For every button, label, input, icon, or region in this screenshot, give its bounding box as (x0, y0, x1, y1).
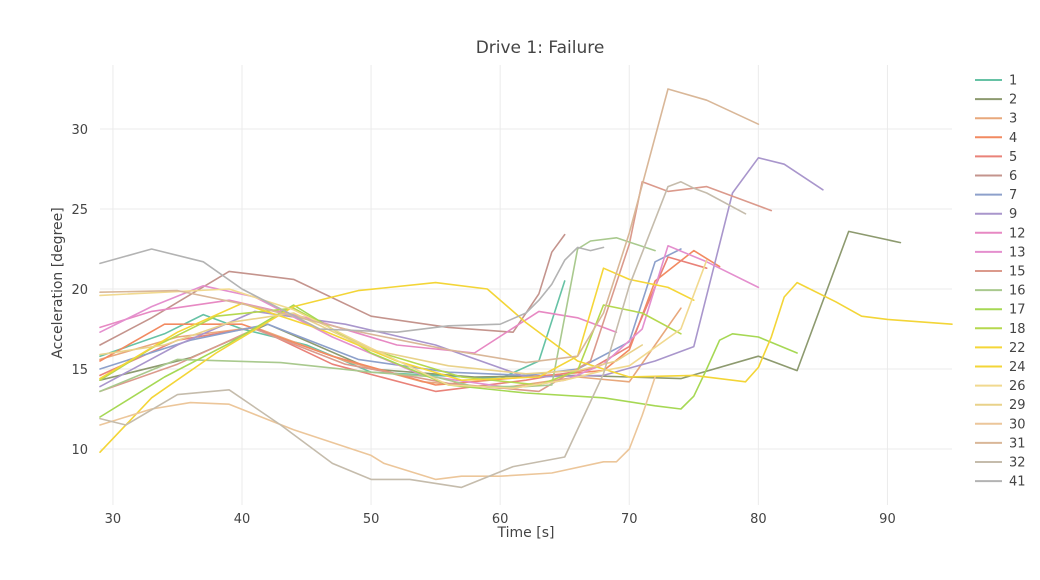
x-tick-label: 30 (105, 512, 122, 527)
legend-label-22: 22 (1009, 341, 1026, 356)
legend-label-9: 9 (1009, 207, 1017, 222)
x-tick-label: 60 (492, 512, 509, 527)
legend-label-4: 4 (1009, 131, 1017, 146)
series-line-6 (99, 233, 566, 346)
legend-label-29: 29 (1009, 398, 1026, 413)
legend-label-32: 32 (1009, 456, 1026, 471)
x-tick-label: 50 (363, 512, 380, 527)
y-tick-label: 30 (71, 123, 88, 138)
series-lines (99, 88, 953, 489)
series-line-41 (99, 246, 605, 334)
series-line-32 (99, 181, 747, 489)
chart-title: Drive 1: Failure (476, 38, 605, 58)
legend-label-18: 18 (1009, 322, 1026, 337)
x-axis-ticks: 30 40 50 60 70 80 90 (105, 512, 896, 527)
legend-label-30: 30 (1009, 417, 1026, 432)
gridlines (100, 65, 952, 505)
legend-label-31: 31 (1009, 436, 1026, 451)
series-line-17 (99, 304, 798, 418)
x-axis-label: Time [s] (497, 525, 555, 541)
legend-label-41: 41 (1009, 475, 1026, 490)
legend-label-13: 13 (1009, 245, 1026, 260)
legend-label-26: 26 (1009, 379, 1026, 394)
legend-label-17: 17 (1009, 303, 1026, 318)
legend-label-12: 12 (1009, 226, 1026, 241)
y-tick-label: 15 (71, 363, 88, 378)
y-axis-label: Acceleration [degree] (50, 207, 66, 358)
series-line-24 (99, 281, 953, 454)
y-axis-ticks: 10 15 20 25 30 (71, 123, 88, 458)
y-tick-label: 20 (71, 283, 88, 298)
legend-label-2: 2 (1009, 93, 1017, 108)
legend-label-3: 3 (1009, 112, 1017, 127)
series-line-18 (99, 304, 682, 386)
series-line-16 (99, 237, 656, 393)
legend-label-16: 16 (1009, 284, 1026, 299)
x-tick-label: 80 (750, 512, 767, 527)
x-tick-label: 40 (234, 512, 251, 527)
y-tick-label: 10 (71, 443, 88, 458)
series-line-30 (99, 376, 656, 481)
series-line-7 (99, 248, 682, 377)
legend-label-5: 5 (1009, 150, 1017, 165)
x-tick-label: 70 (621, 512, 638, 527)
series-line-31 (99, 88, 760, 364)
legend-label-1: 1 (1009, 74, 1017, 89)
series-line-22 (99, 267, 695, 382)
legend-label-7: 7 (1009, 188, 1017, 203)
legend-label-6: 6 (1009, 169, 1017, 184)
legend-label-15: 15 (1009, 265, 1026, 280)
series-line-29 (99, 312, 644, 375)
y-tick-label: 25 (71, 203, 88, 218)
legend-label-24: 24 (1009, 360, 1026, 375)
x-tick-label: 90 (879, 512, 896, 527)
series-line-26 (99, 259, 708, 390)
